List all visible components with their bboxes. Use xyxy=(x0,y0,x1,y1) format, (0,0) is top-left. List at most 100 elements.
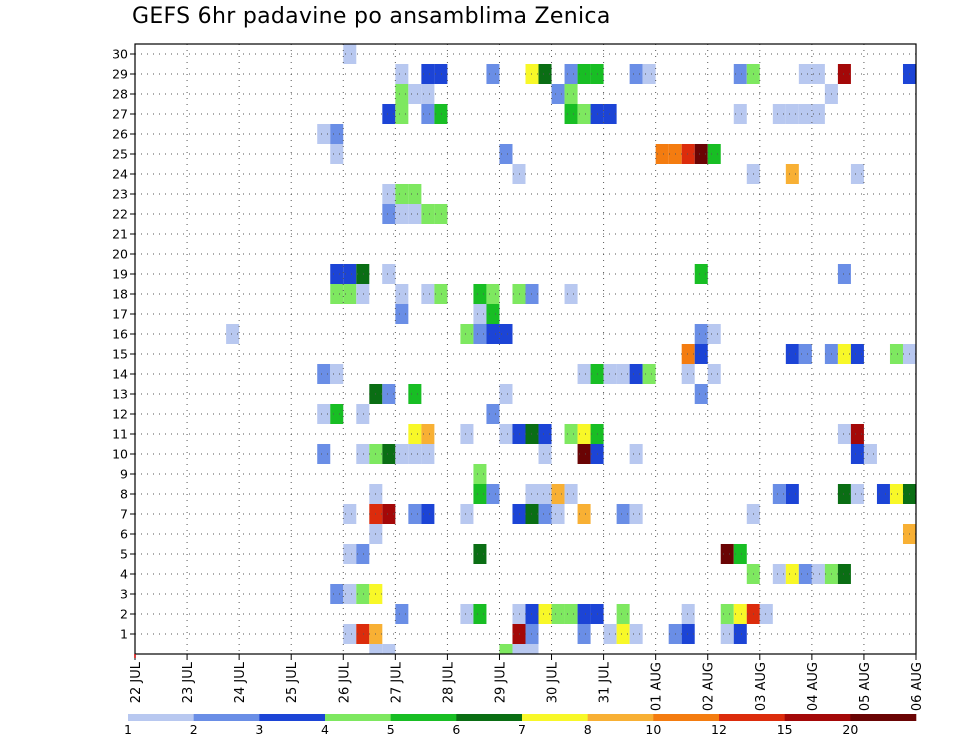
x-tick-label: 23 JUL xyxy=(181,661,196,703)
heatmap-cell xyxy=(798,344,812,364)
heatmap-cell xyxy=(564,104,578,124)
colorbar-segment xyxy=(193,714,260,721)
heatmap-cell xyxy=(785,344,799,364)
colorbar-segment xyxy=(719,714,785,721)
heatmap-cell xyxy=(629,444,643,464)
heatmap-cell xyxy=(733,604,747,624)
heatmap-cell xyxy=(369,644,383,654)
heatmap-cell xyxy=(772,104,786,124)
heatmap-cell xyxy=(343,584,357,604)
y-tick-label: 24 xyxy=(112,167,128,182)
heatmap-cell xyxy=(317,404,331,424)
heatmap-cell xyxy=(330,364,344,384)
x-tick-label: 28 JUL xyxy=(441,661,456,703)
heatmap-cell xyxy=(317,364,331,384)
colorbar-label: 20 xyxy=(842,722,858,737)
heatmap-cell xyxy=(616,504,630,524)
heatmap-cell xyxy=(356,544,370,564)
heatmap-cell xyxy=(408,444,422,464)
heatmap-cell xyxy=(551,84,565,104)
heatmap-cell xyxy=(382,204,396,224)
heatmap-cell xyxy=(382,644,396,654)
heatmap-cell xyxy=(434,64,448,84)
heatmap-cell xyxy=(850,424,864,444)
heatmap-cell xyxy=(694,324,708,344)
heatmap-cell xyxy=(772,484,786,504)
heatmap-cell xyxy=(395,64,409,84)
y-tick-label: 8 xyxy=(120,487,128,502)
x-axis: 22 JUL 23 JUL 24 JUL 25 JUL 26 JUL 27 JUL 28 J… xyxy=(129,654,925,711)
heatmap-cell xyxy=(720,544,734,564)
y-tick-label: 29 xyxy=(112,67,128,82)
heatmap-cell xyxy=(421,284,435,304)
heatmap-cell xyxy=(811,564,825,584)
heatmap-cell xyxy=(382,104,396,124)
y-tick-label: 2 xyxy=(120,607,128,622)
heatmap-cell xyxy=(395,84,409,104)
heatmap-cell xyxy=(525,484,539,504)
heatmap-cell xyxy=(421,64,435,84)
colorbar-label: 6 xyxy=(452,722,460,737)
heatmap-cell xyxy=(512,504,526,524)
heatmap-cell xyxy=(330,264,344,284)
heatmap-cell xyxy=(538,424,552,444)
heatmap-cell xyxy=(525,604,539,624)
colorbar-label: 7 xyxy=(518,722,526,737)
heatmap-cell xyxy=(421,504,435,524)
colorbar-label: 8 xyxy=(584,722,592,737)
heatmap-cell xyxy=(564,604,578,624)
heatmap-cell xyxy=(577,424,591,444)
heatmap-cell xyxy=(707,364,721,384)
heatmap-cell xyxy=(603,104,617,124)
heatmap-cell xyxy=(577,104,591,124)
heatmap-cell xyxy=(512,164,526,184)
y-tick-label: 4 xyxy=(120,567,128,582)
heatmap-cell xyxy=(616,604,630,624)
y-tick-label: 10 xyxy=(112,447,128,462)
heatmap-cell xyxy=(473,604,487,624)
heatmap-cell xyxy=(785,104,799,124)
heatmap-cell xyxy=(564,64,578,84)
heatmap-cell xyxy=(330,144,344,164)
heatmap-cell xyxy=(499,324,513,344)
heatmap-cell xyxy=(421,424,435,444)
heatmap-cell xyxy=(512,424,526,444)
heatmap-cell xyxy=(837,424,851,444)
heatmap-cell xyxy=(785,564,799,584)
heatmap-cell xyxy=(850,344,864,364)
heatmap-cell xyxy=(603,624,617,644)
heatmap-cell xyxy=(486,484,500,504)
heatmap-cell xyxy=(460,504,474,524)
heatmap-cell xyxy=(330,284,344,304)
x-tick-label: 04 AUG xyxy=(806,662,821,711)
heatmap-cell xyxy=(538,484,552,504)
heatmap-cell xyxy=(421,84,435,104)
heatmap-cell xyxy=(798,104,812,124)
x-tick-label: 26 JUL xyxy=(337,661,352,703)
colorbar-segment xyxy=(522,714,588,721)
heatmap-cell xyxy=(876,484,890,504)
y-tick-label: 26 xyxy=(112,127,128,142)
heatmap-cell xyxy=(707,144,721,164)
heatmap-cell xyxy=(330,124,344,144)
heatmap-cell xyxy=(525,504,539,524)
heatmap-cell xyxy=(564,484,578,504)
colorbar-label: 2 xyxy=(190,722,198,737)
heatmap-cell xyxy=(408,204,422,224)
heatmap-cell xyxy=(642,64,656,84)
colorbar-label: 5 xyxy=(387,722,395,737)
heatmap-cell xyxy=(356,404,370,424)
heatmap-cell xyxy=(772,564,786,584)
heatmap-cell xyxy=(733,104,747,124)
heatmap-cell xyxy=(577,444,591,464)
heatmap-cell xyxy=(863,444,877,464)
heatmap-cell xyxy=(486,284,500,304)
chart-title: GEFS 6hr padavine po ansamblima Zenica xyxy=(132,4,611,29)
heatmap-cell xyxy=(382,444,396,464)
y-tick-label: 6 xyxy=(120,527,128,542)
y-tick-label: 1 xyxy=(120,627,128,642)
heatmap-cell xyxy=(356,284,370,304)
y-tick-label: 30 xyxy=(112,47,128,62)
heatmap-cell xyxy=(460,324,474,344)
